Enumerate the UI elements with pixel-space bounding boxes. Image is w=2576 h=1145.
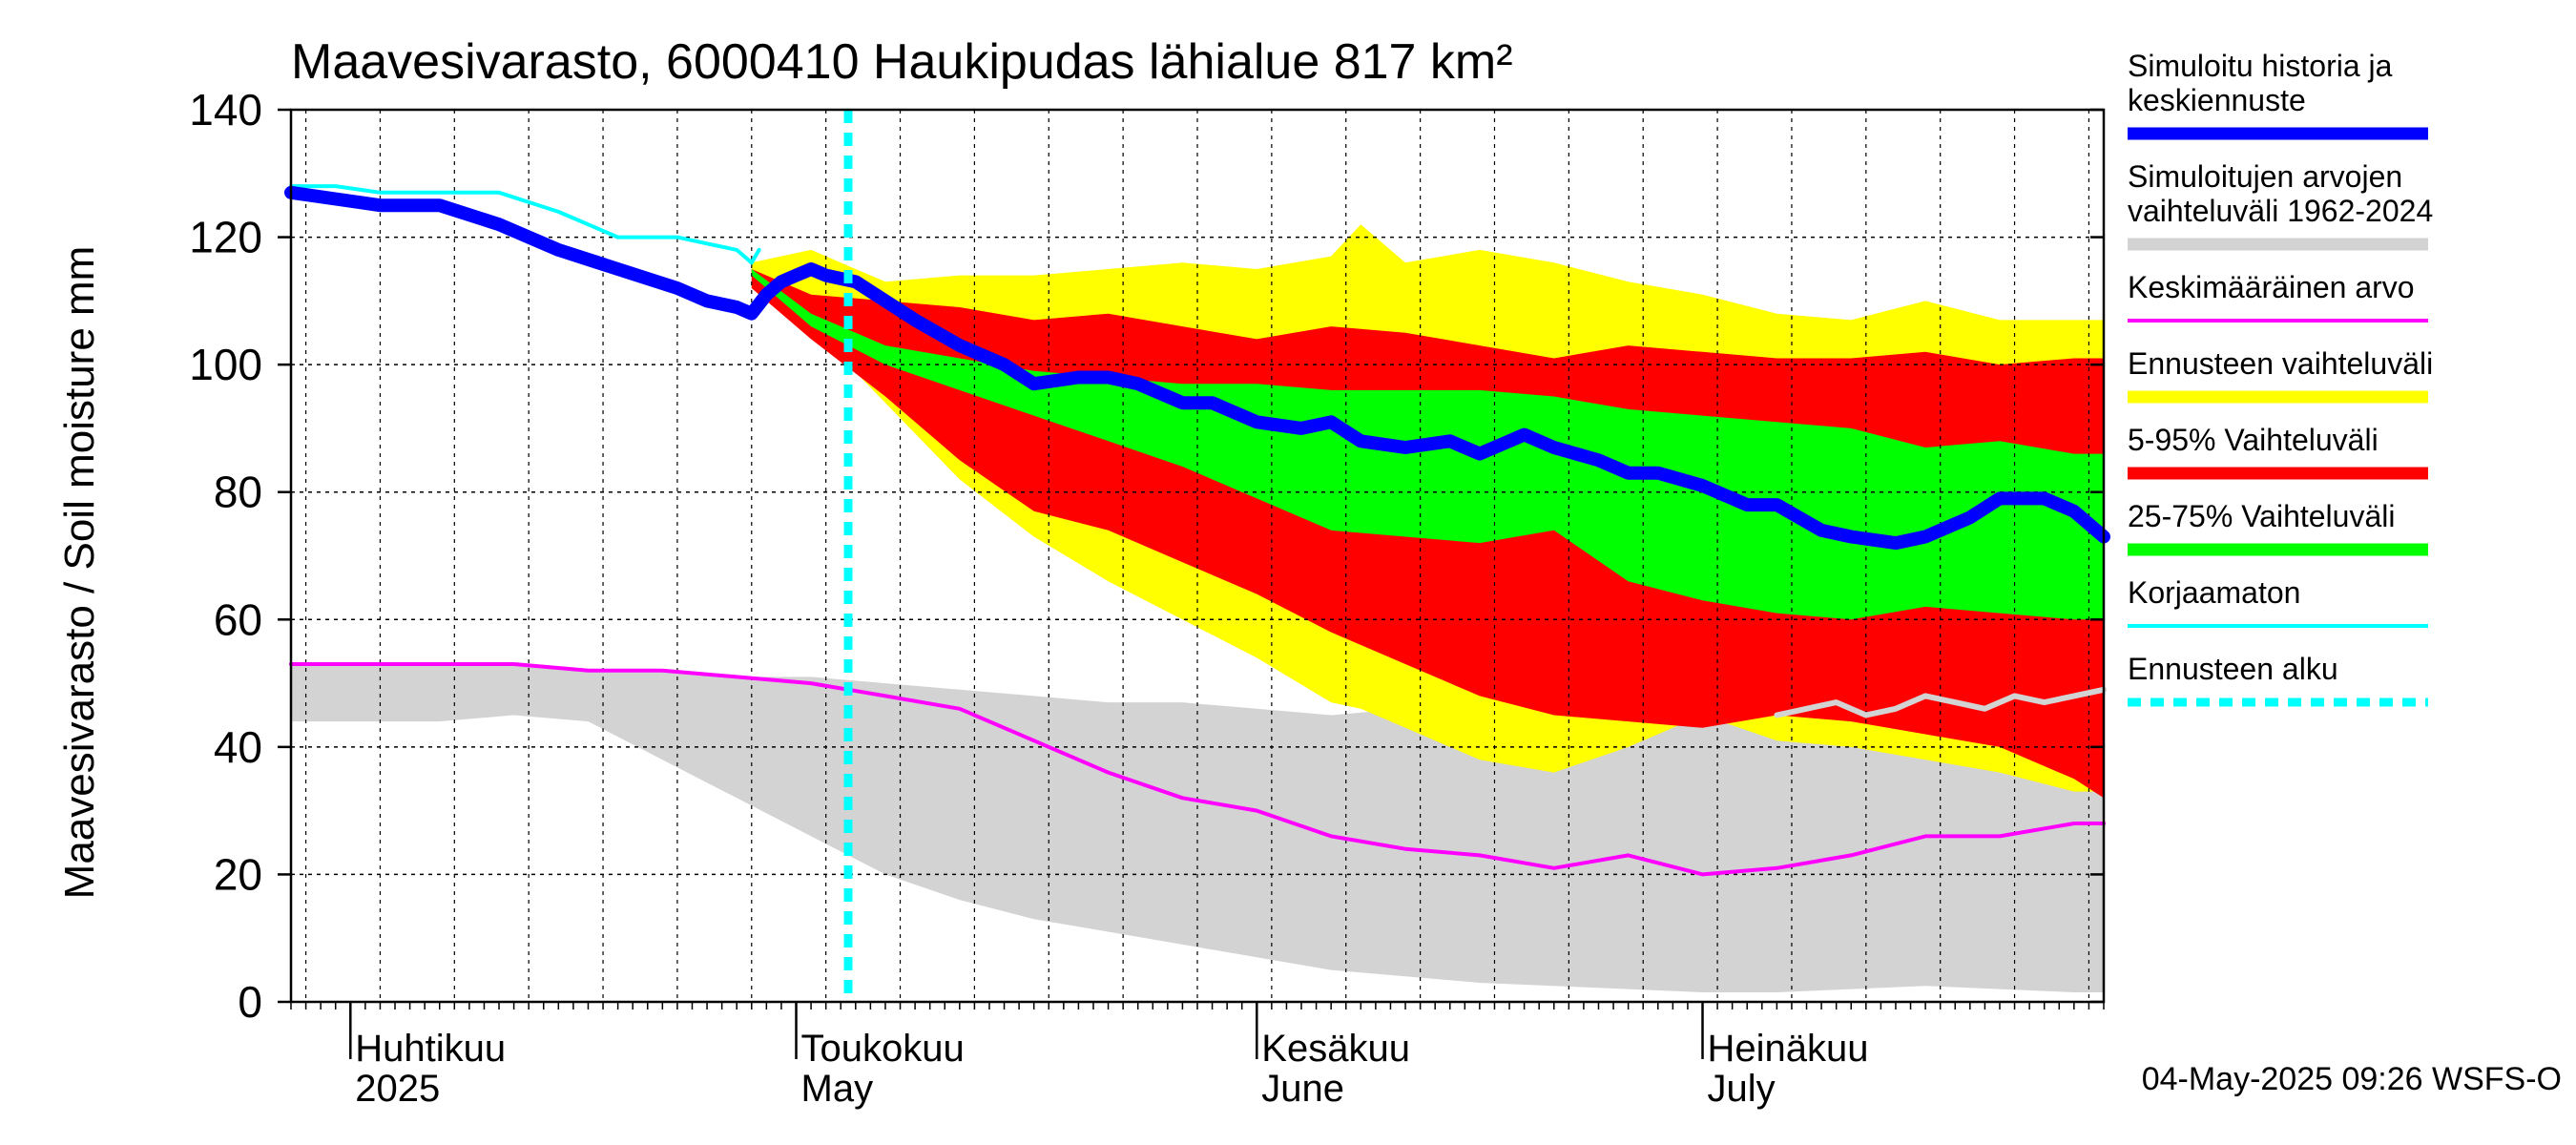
- x-month-label-fi: Huhtikuu: [355, 1028, 506, 1070]
- x-month-label-en: May: [801, 1068, 874, 1110]
- x-month-label-en: 2025: [355, 1068, 440, 1110]
- x-month-label-fi: Heinäkuu: [1708, 1028, 1869, 1070]
- footer-timestamp: 04-May-2025 09:26 WSFS-O: [2142, 1061, 2562, 1097]
- legend-label: Keskimääräinen arvo: [2128, 270, 2415, 304]
- y-tick-label: 100: [189, 340, 262, 389]
- y-tick-label: 140: [189, 85, 262, 135]
- chart-title: Maavesivarasto, 6000410 Haukipudas lähia…: [291, 34, 1513, 90]
- legend-label: Simuloitujen arvojen: [2128, 159, 2402, 194]
- x-month-label-fi: Toukokuu: [801, 1028, 965, 1070]
- legend-label: Korjaamaton: [2128, 575, 2300, 610]
- legend-label: Simuloitu historia ja: [2128, 49, 2393, 83]
- legend-label: vaihteluväli 1962-2024: [2128, 194, 2433, 228]
- y-tick-label: 80: [214, 468, 262, 517]
- lines-layer: [284, 110, 2110, 1002]
- x-month-label-en: July: [1708, 1068, 1776, 1110]
- legend-label: keskiennuste: [2128, 83, 2306, 117]
- legend-label: Ennusteen vaihteluväli: [2128, 346, 2433, 381]
- band-simuloitujen-arvojen-vaihteluv-li-1962-2024: [291, 664, 2104, 992]
- legend-label: Ennusteen alku: [2128, 652, 2338, 686]
- legend-label: 5-95% Vaihteluväli: [2128, 423, 2379, 457]
- series-keskim-r-inen-arvo: [289, 662, 2106, 877]
- y-tick-label: 20: [214, 849, 262, 899]
- grid-layer: [291, 110, 2104, 1002]
- y-tick-label: 0: [238, 977, 262, 1027]
- series-simuloitu-historia-ja-keskiennuste: [284, 185, 2110, 551]
- y-axis-label: Maavesivarasto / Soil moisture mm: [56, 246, 103, 900]
- y-tick-label: 120: [189, 213, 262, 262]
- legend-label: 25-75% Vaihteluväli: [2128, 499, 2395, 533]
- x-month-label-fi: Kesäkuu: [1261, 1028, 1410, 1070]
- series-korjaamaton: [289, 184, 761, 265]
- series-simuloitu-historia-forecast-tail: [1774, 686, 2107, 718]
- x-month-label-en: June: [1261, 1068, 1344, 1110]
- y-tick-label: 60: [214, 594, 262, 644]
- y-tick-label: 40: [214, 722, 262, 772]
